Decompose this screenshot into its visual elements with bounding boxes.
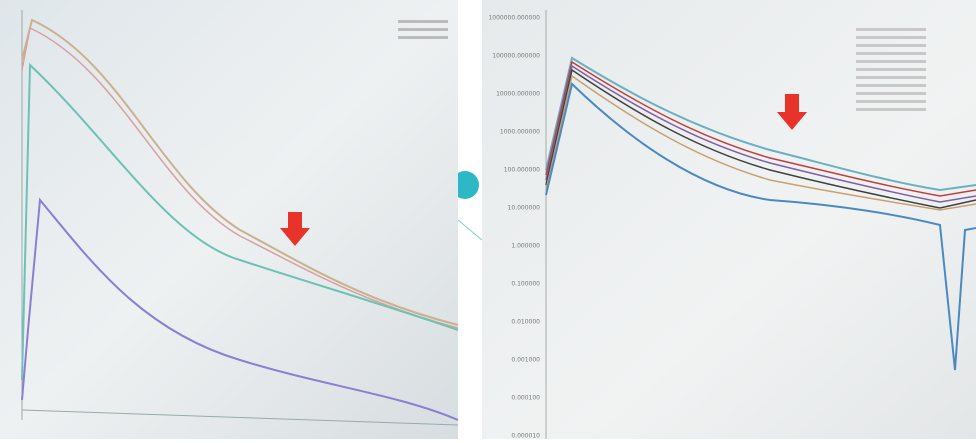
axis-label: 1000000.000000 [488,15,540,22]
left-screen-photo [0,0,458,439]
axis-label: 10000.000000 [496,91,540,98]
right-screen-photo [482,0,976,439]
axis-label: 100000.000000 [492,53,540,60]
axis-label: 0.000010 [511,433,540,440]
axis-label: 1000.000000 [500,129,540,136]
axis-label: 0.010000 [511,319,540,326]
axis-label: 100.000000 [504,167,540,174]
axis-label: 10.000000 [508,205,541,212]
page: 1000000.000000 100000.000000 10000.000000 1… [0,0,976,439]
axis-label: 1.000000 [511,243,540,250]
axis-label: 0.100000 [511,281,540,288]
photo-composite: 1000000.000000 100000.000000 10000.000000 1… [0,0,976,439]
axis-label: 0.001000 [511,357,540,364]
connector-line [458,220,482,240]
axis-label: 0.000100 [511,395,540,402]
